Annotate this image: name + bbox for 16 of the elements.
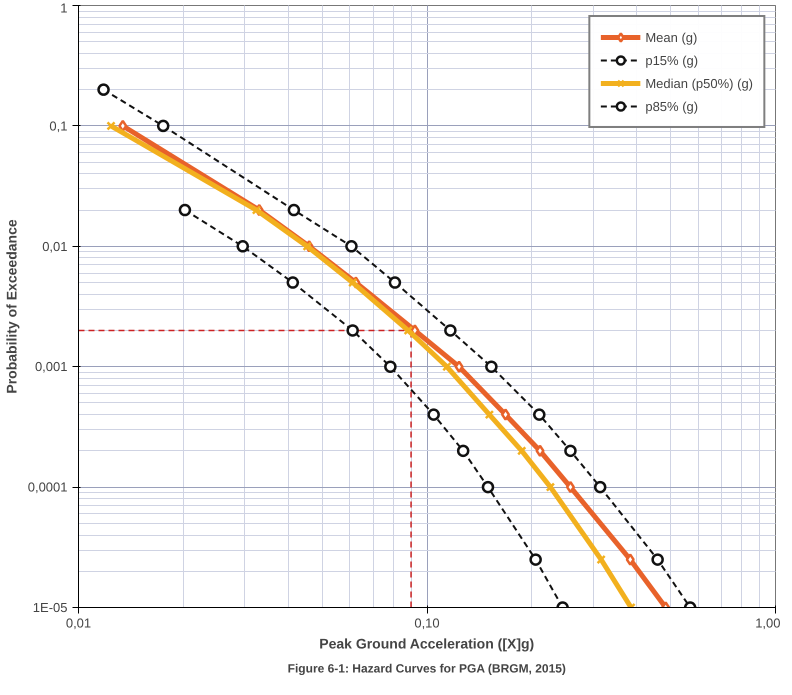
caption: Figure 6-1: Hazard Curves for PGA (BRGM, 2015): [288, 662, 566, 676]
y-tick-label: 0,0001: [28, 480, 68, 495]
y-tick-label: 0,1: [49, 118, 68, 134]
y-tick-label: 1: [60, 0, 68, 16]
x-tick-label: 1,00: [755, 616, 781, 630]
y-tick-label: 0,001: [34, 359, 68, 374]
x-tick-label: 0,10: [414, 616, 440, 630]
y-tick-label: 0,01: [42, 238, 68, 254]
x-tick-label: 0,01: [66, 616, 92, 630]
y-axis-title: Probability of Exceedance: [4, 219, 20, 394]
legend-label: Mean (g): [645, 30, 698, 44]
legend-label: p85% (g): [645, 98, 698, 114]
legend-label: p15% (g): [645, 52, 698, 68]
legend-label: Median (p50%) (g): [645, 76, 753, 90]
y-tick-label: 1E-05: [32, 600, 68, 615]
x-axis-title: Peak Ground Acceleration ([X]g): [319, 636, 534, 652]
